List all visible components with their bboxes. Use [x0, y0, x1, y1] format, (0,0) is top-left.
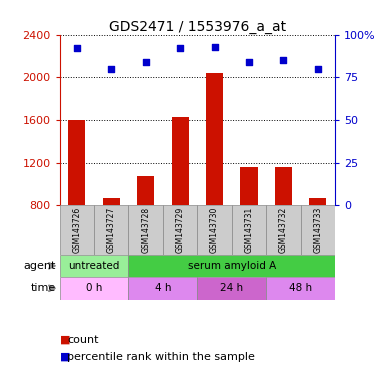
Text: GSM143731: GSM143731: [244, 207, 253, 253]
Bar: [197, 205, 232, 255]
Point: [211, 43, 218, 50]
Bar: [197, 277, 266, 300]
Point: [280, 57, 286, 63]
Bar: [266, 205, 301, 255]
Bar: [275, 167, 292, 205]
Point: [315, 66, 321, 72]
Text: time: time: [30, 283, 56, 293]
Bar: [129, 255, 335, 277]
Text: 24 h: 24 h: [220, 283, 243, 293]
Text: agent: agent: [23, 261, 56, 271]
Bar: [301, 205, 335, 255]
Point: [142, 59, 149, 65]
Text: count: count: [67, 335, 99, 345]
Bar: [171, 117, 189, 205]
Text: GSM143727: GSM143727: [107, 207, 116, 253]
Point: [246, 59, 252, 65]
Bar: [232, 205, 266, 255]
Bar: [129, 277, 197, 300]
Text: ■: ■: [60, 335, 70, 345]
Point: [177, 45, 183, 51]
Bar: [103, 198, 120, 205]
Text: untreated: untreated: [69, 261, 120, 271]
Text: GSM143732: GSM143732: [279, 207, 288, 253]
Text: ■: ■: [60, 352, 70, 362]
Bar: [266, 277, 335, 300]
Bar: [206, 73, 223, 205]
Bar: [137, 176, 154, 205]
Text: GSM143730: GSM143730: [210, 207, 219, 253]
Bar: [60, 255, 129, 277]
Bar: [309, 198, 326, 205]
Text: serum amyloid A: serum amyloid A: [187, 261, 276, 271]
Text: GSM143729: GSM143729: [176, 207, 185, 253]
Point: [108, 66, 114, 72]
Text: GSM143728: GSM143728: [141, 207, 150, 253]
Title: GDS2471 / 1553976_a_at: GDS2471 / 1553976_a_at: [109, 20, 286, 33]
Bar: [60, 277, 129, 300]
Text: 4 h: 4 h: [155, 283, 171, 293]
Text: 0 h: 0 h: [86, 283, 102, 293]
Text: percentile rank within the sample: percentile rank within the sample: [67, 352, 255, 362]
Bar: [68, 120, 85, 205]
Bar: [94, 205, 129, 255]
Text: GSM143726: GSM143726: [72, 207, 81, 253]
Bar: [60, 205, 94, 255]
Point: [74, 45, 80, 51]
Bar: [240, 167, 258, 205]
Bar: [129, 205, 163, 255]
Text: 48 h: 48 h: [289, 283, 312, 293]
Bar: [163, 205, 197, 255]
Text: GSM143733: GSM143733: [313, 207, 322, 253]
